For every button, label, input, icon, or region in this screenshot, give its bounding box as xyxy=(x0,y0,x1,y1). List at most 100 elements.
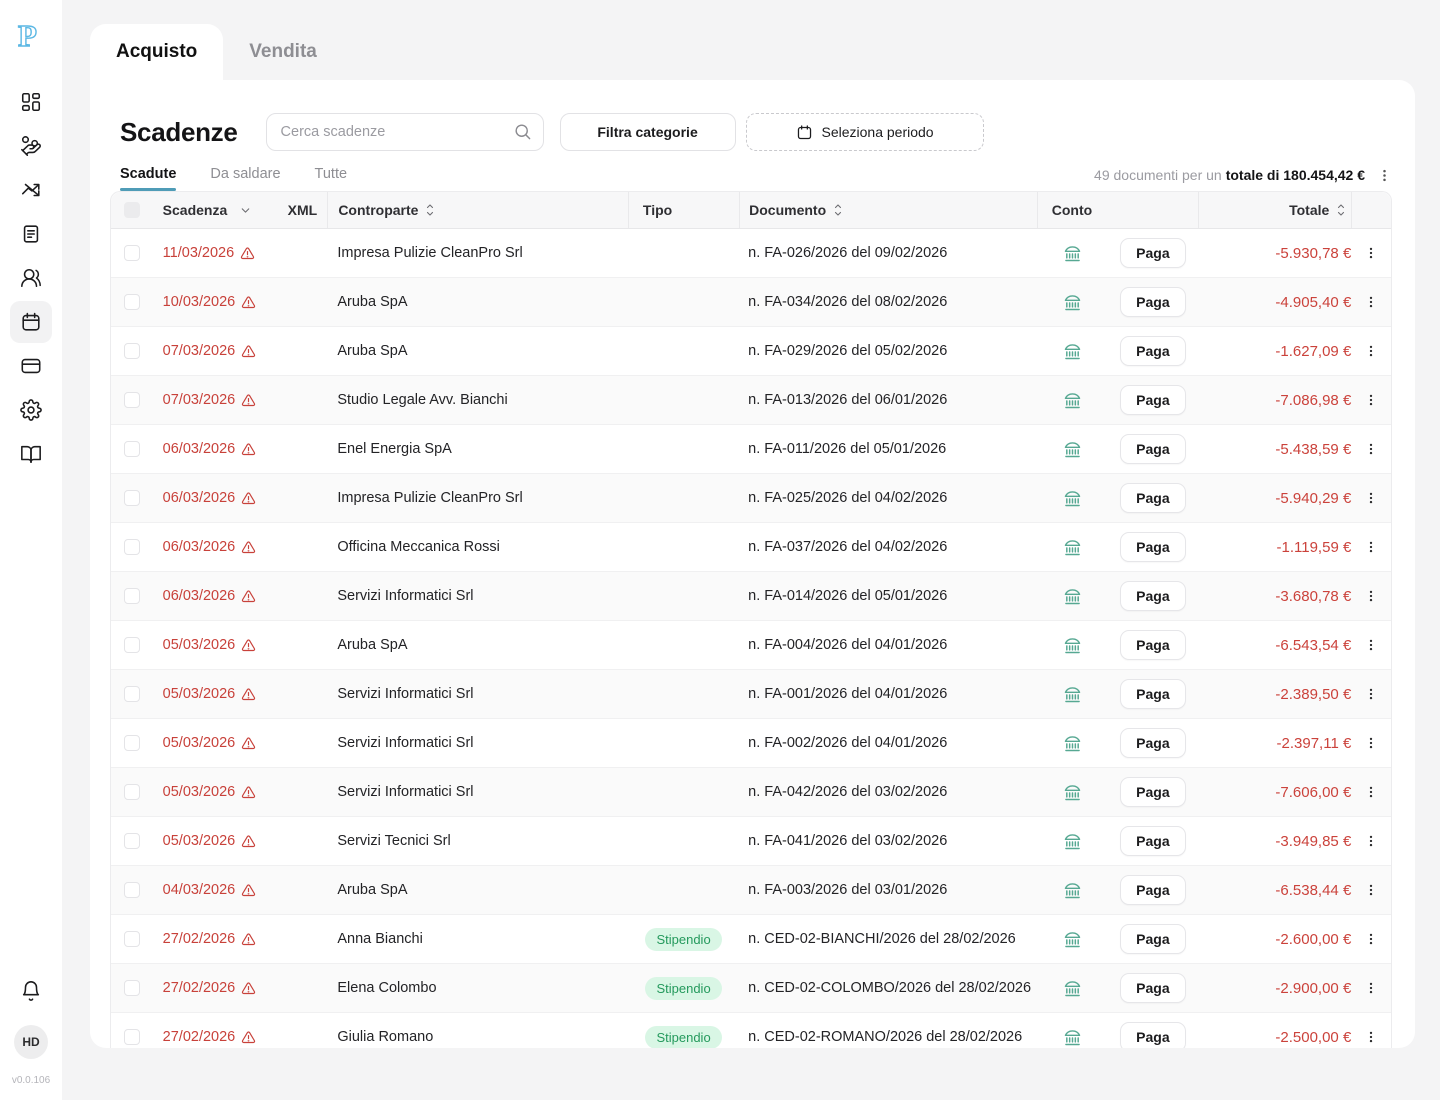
bank-account-icon[interactable] xyxy=(1062,684,1083,705)
sidebar-item-documents[interactable] xyxy=(10,213,52,255)
header-totale[interactable]: Totale xyxy=(1198,192,1352,228)
paga-button[interactable]: Paga xyxy=(1120,434,1185,464)
bank-account-icon[interactable] xyxy=(1062,880,1083,901)
notifications-button[interactable] xyxy=(13,973,49,1009)
paga-button[interactable]: Paga xyxy=(1120,679,1185,709)
bank-account-icon[interactable] xyxy=(1062,978,1083,999)
filter-categories-button[interactable]: Filtra categorie xyxy=(560,113,736,151)
row-checkbox[interactable] xyxy=(124,343,140,359)
row-menu-icon[interactable] xyxy=(1364,246,1378,260)
paga-button[interactable]: Paga xyxy=(1120,336,1185,366)
paga-button[interactable]: Paga xyxy=(1120,630,1185,660)
row-menu-icon[interactable] xyxy=(1364,589,1378,603)
row-checkbox[interactable] xyxy=(124,245,140,261)
select-all-checkbox[interactable] xyxy=(124,202,140,218)
sidebar-item-analytics[interactable] xyxy=(10,169,52,211)
row-menu-icon[interactable] xyxy=(1364,785,1378,799)
paga-button[interactable]: Paga xyxy=(1120,777,1185,807)
bank-account-icon[interactable] xyxy=(1062,488,1083,509)
paga-button[interactable]: Paga xyxy=(1120,924,1185,954)
total-amount: -5.930,78 € xyxy=(1275,245,1351,262)
row-menu-icon[interactable] xyxy=(1364,540,1378,554)
header-scadenza[interactable]: Scadenza xyxy=(153,192,286,228)
sidebar-item-dashboard[interactable] xyxy=(10,81,52,123)
row-checkbox[interactable] xyxy=(124,833,140,849)
summary-menu-icon[interactable] xyxy=(1377,168,1392,183)
row-checkbox[interactable] xyxy=(124,882,140,898)
bank-account-icon[interactable] xyxy=(1062,733,1083,754)
header-controparte[interactable]: Controparte xyxy=(327,192,628,228)
row-checkbox[interactable] xyxy=(124,588,140,604)
paga-button[interactable]: Paga xyxy=(1120,875,1185,905)
bank-account-icon[interactable] xyxy=(1062,390,1083,411)
row-checkbox[interactable] xyxy=(124,980,140,996)
filter-tab-tutte[interactable]: Tutte xyxy=(315,166,348,191)
document-ref: n. FA-037/2026 del 04/02/2026 xyxy=(748,539,947,555)
paga-button[interactable]: Paga xyxy=(1120,973,1185,1003)
row-menu-icon[interactable] xyxy=(1364,932,1378,946)
paga-button[interactable]: Paga xyxy=(1120,238,1185,268)
sidebar-item-cards[interactable] xyxy=(10,345,52,387)
row-menu-icon[interactable] xyxy=(1364,834,1378,848)
row-checkbox[interactable] xyxy=(124,392,140,408)
search-input[interactable] xyxy=(266,113,544,151)
row-menu-icon[interactable] xyxy=(1364,1030,1378,1044)
paga-button[interactable]: Paga xyxy=(1120,1022,1185,1048)
row-checkbox[interactable] xyxy=(124,931,140,947)
filter-tab-scadute[interactable]: Scadute xyxy=(120,166,176,191)
row-menu-icon[interactable] xyxy=(1364,687,1378,701)
bank-account-icon[interactable] xyxy=(1062,341,1083,362)
bank-account-icon[interactable] xyxy=(1062,537,1083,558)
bank-account-icon[interactable] xyxy=(1062,782,1083,803)
row-checkbox[interactable] xyxy=(124,637,140,653)
row-menu-icon[interactable] xyxy=(1364,981,1378,995)
bank-account-icon[interactable] xyxy=(1062,831,1083,852)
counterparty-name: Impresa Pulizie CleanPro Srl xyxy=(337,245,522,261)
row-checkbox[interactable] xyxy=(124,490,140,506)
row-menu-icon[interactable] xyxy=(1364,638,1378,652)
row-menu-icon[interactable] xyxy=(1364,393,1378,407)
paga-button[interactable]: Paga xyxy=(1120,287,1185,317)
tab-acquisto[interactable]: Acquisto xyxy=(90,24,223,80)
row-checkbox[interactable] xyxy=(124,686,140,702)
bank-account-icon[interactable] xyxy=(1062,635,1083,656)
user-avatar[interactable]: HD xyxy=(14,1025,48,1059)
row-checkbox[interactable] xyxy=(124,784,140,800)
bank-account-icon[interactable] xyxy=(1062,1027,1083,1048)
row-menu-icon[interactable] xyxy=(1364,295,1378,309)
invoice-icon xyxy=(20,223,42,245)
row-menu-icon[interactable] xyxy=(1364,491,1378,505)
row-checkbox[interactable] xyxy=(124,735,140,751)
paga-button[interactable]: Paga xyxy=(1120,826,1185,856)
paga-button[interactable]: Paga xyxy=(1120,728,1185,758)
sidebar-item-contacts[interactable] xyxy=(10,257,52,299)
sidebar-item-payments[interactable] xyxy=(10,125,52,167)
due-date: 06/03/2026 xyxy=(163,490,236,506)
row-menu-icon[interactable] xyxy=(1364,344,1378,358)
row-checkbox[interactable] xyxy=(124,441,140,457)
bank-account-icon[interactable] xyxy=(1062,586,1083,607)
bank-account-icon[interactable] xyxy=(1062,292,1083,313)
counterparty-name: Servizi Informatici Srl xyxy=(337,686,473,702)
row-menu-icon[interactable] xyxy=(1364,736,1378,750)
bank-account-icon[interactable] xyxy=(1062,243,1083,264)
select-period-button[interactable]: Seleziona periodo xyxy=(746,113,984,151)
document-ref: n. FA-026/2026 del 09/02/2026 xyxy=(748,245,947,261)
sidebar-item-guide[interactable] xyxy=(10,433,52,475)
paga-button[interactable]: Paga xyxy=(1120,483,1185,513)
bank-account-icon[interactable] xyxy=(1062,929,1083,950)
sidebar-item-scadenze-calendar[interactable] xyxy=(10,301,52,343)
row-menu-icon[interactable] xyxy=(1364,883,1378,897)
paga-button[interactable]: Paga xyxy=(1120,532,1185,562)
paga-button[interactable]: Paga xyxy=(1120,581,1185,611)
sidebar-item-settings[interactable] xyxy=(10,389,52,431)
bank-account-icon[interactable] xyxy=(1062,439,1083,460)
paga-button[interactable]: Paga xyxy=(1120,385,1185,415)
row-menu-icon[interactable] xyxy=(1364,442,1378,456)
header-documento[interactable]: Documento xyxy=(739,192,1037,228)
row-checkbox[interactable] xyxy=(124,539,140,555)
tab-vendita[interactable]: Vendita xyxy=(223,24,343,80)
row-checkbox[interactable] xyxy=(124,1029,140,1045)
row-checkbox[interactable] xyxy=(124,294,140,310)
filter-tab-da-saldare[interactable]: Da saldare xyxy=(210,166,280,191)
